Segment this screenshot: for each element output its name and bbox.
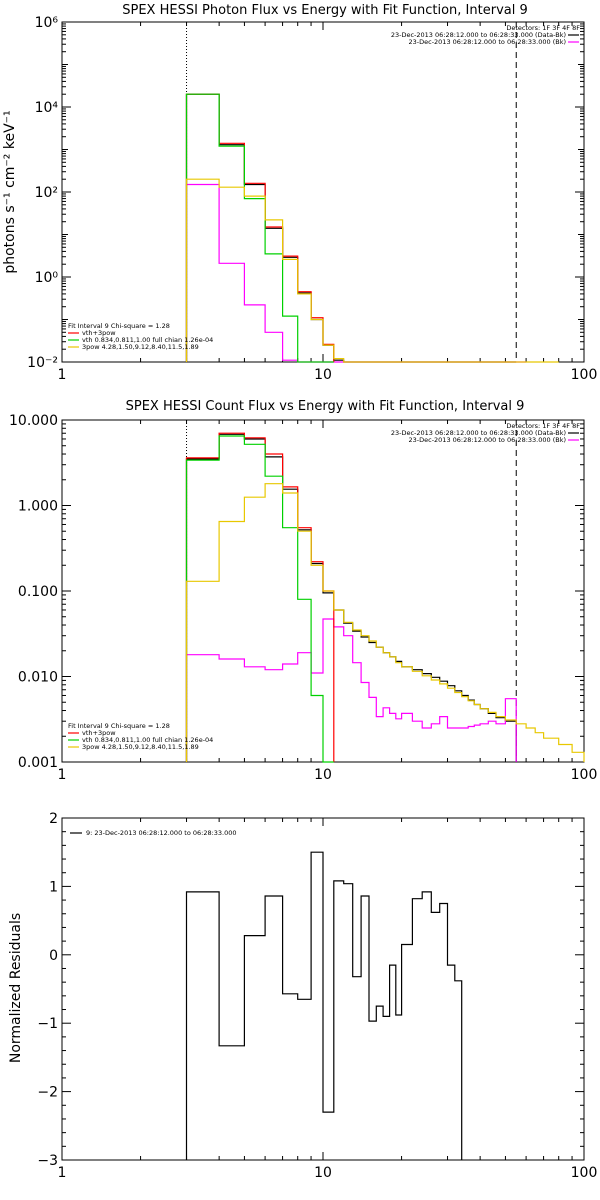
series-line-vth-3pow xyxy=(185,432,335,762)
series-lines xyxy=(185,851,463,1160)
legend-text: 3pow 4.28,1.50,9.12,8.40,11.5,1.89 xyxy=(82,343,199,351)
series-line-bk xyxy=(185,618,517,762)
legend-text: 3pow 4.28,1.50,9.12,8.40,11.5,1.89 xyxy=(82,743,199,751)
x-tick-label: 10 xyxy=(314,767,332,783)
series-line-data-bk xyxy=(185,93,517,363)
legend-text: 9: 23-Dec-2013 06:28:12.000 to 06:28:33.… xyxy=(86,829,237,837)
y-tick-label: 2 xyxy=(49,811,58,827)
x-tick-label: 1 xyxy=(58,1165,67,1181)
series-line-vth-3pow xyxy=(185,93,335,362)
y-axis-label: Normalized Residuals xyxy=(8,913,24,1063)
count-flux-panel: SPEX HESSI Count Flux vs Energy with Fit… xyxy=(9,399,597,783)
legend-text: 23-Dec-2013 06:28:12.000 to 06:28:33.000… xyxy=(391,31,566,39)
axis-ticks: 1 10 100 0.001 0.010 0.100 1.000 10.000 xyxy=(9,413,597,783)
series-lines xyxy=(185,432,585,763)
x-tick-label: 100 xyxy=(571,767,598,783)
fit-legend: Fit Interval 9 Chi-square = 1.28vth+3pow… xyxy=(68,722,213,751)
legend-text: 23-Dec-2013 06:28:12.000 to 06:28:33.000… xyxy=(409,38,567,46)
y-tick-label: 10⁴ xyxy=(35,100,59,116)
x-tick-label: 10 xyxy=(314,367,332,383)
plot-frame xyxy=(61,21,585,363)
legend-text: Detectors: 1F 3F 4F 8F xyxy=(506,24,580,32)
axis-ticks: 1 10 100 −3 −2 −1 0 1 2 xyxy=(37,811,597,1181)
y-tick-label: 1 xyxy=(49,879,58,895)
x-tick-label: 1 xyxy=(58,767,67,783)
legend-text: Fit Interval 9 Chi-square = 1.28 xyxy=(68,722,170,730)
energy-range-markers xyxy=(186,22,517,362)
y-tick-label: −2 xyxy=(37,1085,58,1101)
y-tick-label: 10⁶ xyxy=(35,15,59,31)
x-tick-label: 1 xyxy=(58,367,67,383)
residuals-panel: Normalized Residuals 1 10 100 −3 −2 −1 0 1 2 9: … xyxy=(8,811,597,1181)
series-lines xyxy=(185,93,559,363)
series-line-bk xyxy=(185,183,527,363)
legend-text: Detectors: 1F 3F 4F 8F xyxy=(506,422,580,430)
y-tick-label: 0.001 xyxy=(18,755,58,771)
x-tick-label: 100 xyxy=(571,367,598,383)
y-tick-label: −3 xyxy=(37,1153,58,1169)
fit-legend: Fit Interval 9 Chi-square = 1.28vth+3pow… xyxy=(68,322,213,351)
chart-title: SPEX HESSI Photon Flux vs Energy with Fi… xyxy=(122,3,528,18)
axis-ticks: 1 10 100 10⁻² 10⁰ 10² 10⁴ 10⁶ xyxy=(27,15,597,383)
series-line-9-23-dec-2013-06-28-12-000-to-06-28-33-000 xyxy=(185,851,463,1160)
legend-text: 23-Dec-2013 06:28:12.000 to 06:28:33.000… xyxy=(409,436,567,444)
legend-text: vth 0.834,0.811,1.00 full chian 1.26e-04 xyxy=(82,336,213,344)
legend-text: vth+3pow xyxy=(82,329,116,337)
x-tick-label: 10 xyxy=(314,1165,332,1181)
y-tick-label: 10⁻² xyxy=(27,355,58,371)
y-tick-label: 0.010 xyxy=(18,670,58,686)
series-line-vth xyxy=(185,435,334,763)
legend-text: vth+3pow xyxy=(82,729,116,737)
legend-text: 23-Dec-2013 06:28:12.000 to 06:28:33.000… xyxy=(391,429,566,437)
y-tick-label: 0.100 xyxy=(18,584,58,600)
legend-text: Fit Interval 9 Chi-square = 1.28 xyxy=(68,322,170,330)
x-tick-label: 100 xyxy=(571,1165,598,1181)
y-tick-label: 0 xyxy=(49,948,58,964)
y-tick-label: 10² xyxy=(35,185,58,201)
series-line-vth xyxy=(185,93,334,363)
photon-flux-panel: SPEX HESSI Photon Flux vs Energy with Fi… xyxy=(2,3,597,383)
chart-title: SPEX HESSI Count Flux vs Energy with Fit… xyxy=(126,399,525,414)
y-tick-label: −1 xyxy=(37,1016,58,1032)
series-line-3pow xyxy=(185,178,559,363)
series-line-3pow xyxy=(185,483,585,762)
y-axis-label: photons s⁻¹ cm⁻² keV⁻¹ xyxy=(2,110,18,273)
legend-text: vth 0.834,0.811,1.00 full chian 1.26e-04 xyxy=(82,736,213,744)
series-line-data-bk xyxy=(185,433,517,762)
energy-range-markers xyxy=(186,420,517,762)
y-tick-label: 10⁰ xyxy=(35,270,59,286)
interval-legend: 9: 23-Dec-2013 06:28:12.000 to 06:28:33.… xyxy=(70,829,237,837)
y-tick-label: 10.000 xyxy=(9,413,58,429)
y-tick-label: 1.000 xyxy=(18,499,58,515)
